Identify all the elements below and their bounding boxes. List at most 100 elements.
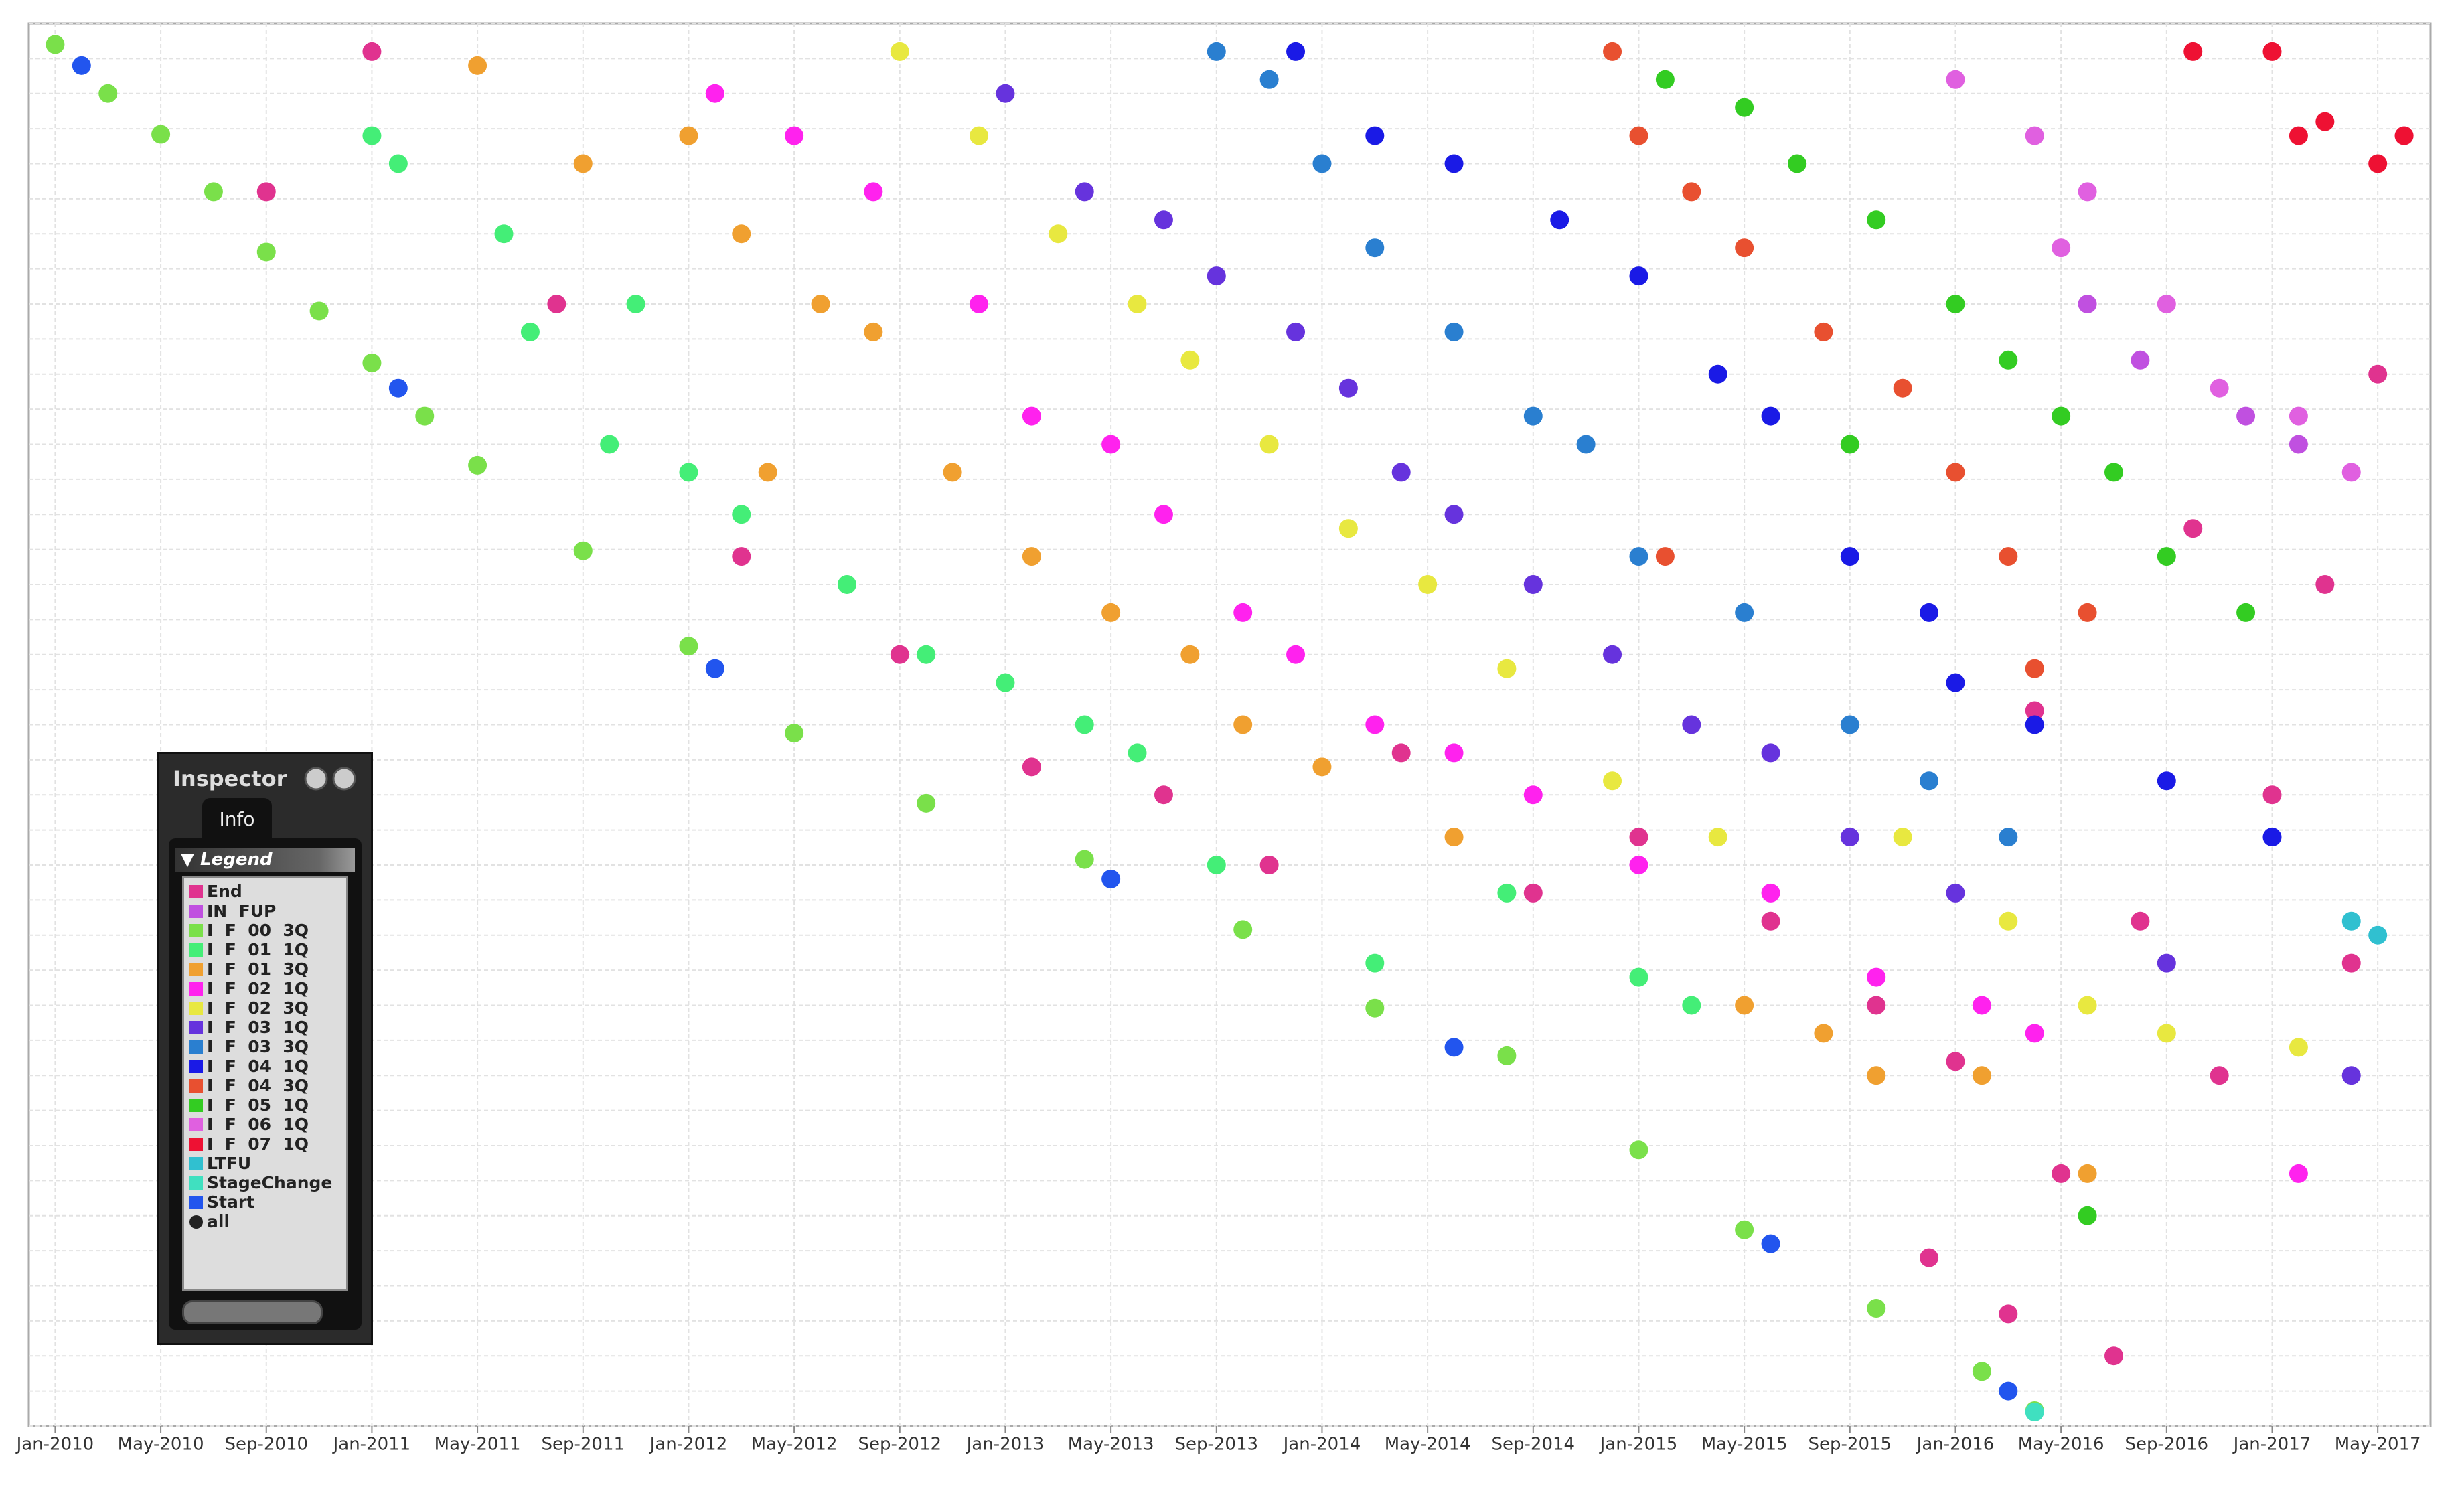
- legend-swatch: [189, 1060, 203, 1073]
- point: [362, 42, 382, 61]
- point: [468, 56, 487, 75]
- point: [2104, 463, 2123, 482]
- point: [547, 295, 566, 313]
- point: [1444, 1038, 1464, 1057]
- point: [1708, 364, 1727, 384]
- point: [1761, 743, 1780, 763]
- point: [1655, 70, 1675, 89]
- point: [2183, 519, 2203, 538]
- legend-label: I F 01 1Q: [207, 940, 309, 959]
- point: [1629, 856, 1648, 874]
- point: [2289, 126, 2308, 145]
- legend-label: I F 02 3Q: [207, 998, 309, 1018]
- legend-item[interactable]: I F 05 1Q: [189, 1095, 332, 1115]
- point: [1735, 996, 1754, 1015]
- point: [1180, 645, 1200, 664]
- point: [388, 378, 408, 398]
- legend-item[interactable]: StageChange: [189, 1173, 332, 1192]
- legend-swatch: [189, 1215, 203, 1229]
- x-tick-label: May-2017: [2335, 1435, 2421, 1455]
- legend-item[interactable]: IN FUP: [189, 901, 332, 921]
- x-tick-label: Jan-2017: [2232, 1435, 2311, 1455]
- panel-icons[interactable]: [303, 765, 360, 793]
- point: [1682, 182, 1701, 202]
- info-tab[interactable]: Info: [202, 798, 272, 838]
- series: [996, 84, 2361, 1085]
- point: [1629, 266, 1648, 286]
- point: [1497, 659, 1517, 678]
- point: [2078, 295, 2097, 313]
- legend-item[interactable]: Start: [189, 1192, 332, 1212]
- point: [256, 182, 276, 202]
- series: [2025, 1403, 2044, 1422]
- point: [1154, 505, 1173, 524]
- legend-label: I F 03 3Q: [207, 1037, 309, 1056]
- point: [1523, 575, 1543, 594]
- legend-item[interactable]: I F 03 1Q: [189, 1018, 332, 1037]
- point: [785, 126, 804, 145]
- legend-label: I F 04 3Q: [207, 1076, 309, 1095]
- point: [732, 547, 751, 566]
- legend-item[interactable]: I F 02 3Q: [189, 998, 332, 1018]
- legend-item[interactable]: I F 04 3Q: [189, 1076, 332, 1095]
- legend-item[interactable]: End: [189, 882, 332, 901]
- point: [2262, 42, 2282, 61]
- point: [1576, 435, 1596, 454]
- scrollbar[interactable]: [182, 1300, 323, 1324]
- point: [600, 435, 619, 454]
- legend: End IN FUP I F 00 3Q I F 01 1Q I F 01 3Q I F …: [182, 876, 348, 1291]
- legend-item[interactable]: I F 02 1Q: [189, 979, 332, 998]
- legend-item[interactable]: I F 00 3Q: [189, 921, 332, 940]
- legend-item[interactable]: I F 01 3Q: [189, 959, 332, 979]
- point: [1523, 406, 1543, 426]
- point: [2289, 1164, 2308, 1183]
- point: [1365, 126, 1385, 145]
- series: [1655, 70, 2256, 1225]
- point: [1101, 435, 1121, 454]
- point: [2078, 182, 2097, 202]
- grid: [29, 23, 2431, 1427]
- point: [1999, 1381, 2018, 1401]
- point: [1312, 154, 1332, 173]
- point: [785, 724, 804, 743]
- legend-item[interactable]: I F 07 1Q: [189, 1134, 332, 1154]
- point: [679, 463, 698, 482]
- point: [890, 42, 909, 61]
- legend-item[interactable]: I F 03 3Q: [189, 1037, 332, 1056]
- legend-item[interactable]: I F 06 1Q: [189, 1115, 332, 1134]
- x-tick-label: Jan-2011: [332, 1435, 411, 1455]
- point: [46, 35, 65, 54]
- x-tick-label: May-2010: [118, 1435, 204, 1455]
- point: [1946, 70, 1965, 89]
- point: [1946, 463, 1965, 482]
- series: [1207, 42, 2018, 847]
- point: [2236, 603, 2256, 622]
- point: [2210, 378, 2229, 398]
- point: [1840, 435, 1859, 454]
- point: [1286, 322, 1306, 341]
- point: [2236, 406, 2256, 426]
- point: [1391, 743, 1411, 763]
- point: [2368, 154, 2388, 173]
- point: [1022, 406, 1041, 426]
- point: [2078, 996, 2097, 1015]
- legend-label: Start: [207, 1192, 255, 1212]
- series: [1603, 42, 2097, 678]
- point: [1207, 856, 1226, 874]
- legend-item[interactable]: all: [189, 1212, 332, 1231]
- x-tick-label: Sep-2016: [2125, 1435, 2209, 1455]
- legend-header[interactable]: ▼ Legend: [175, 848, 355, 872]
- legend-item[interactable]: I F 04 1Q: [189, 1056, 332, 1076]
- point: [1999, 547, 2018, 566]
- legend-item[interactable]: I F 01 1Q: [189, 940, 332, 959]
- legend-item[interactable]: LTFU: [189, 1154, 332, 1173]
- panel-title: Inspector: [173, 766, 287, 791]
- series: [2183, 42, 2414, 173]
- point: [2289, 435, 2308, 454]
- point: [1972, 1362, 1991, 1381]
- point: [2025, 1024, 2044, 1043]
- series: [2341, 911, 2388, 945]
- point: [1444, 828, 1464, 847]
